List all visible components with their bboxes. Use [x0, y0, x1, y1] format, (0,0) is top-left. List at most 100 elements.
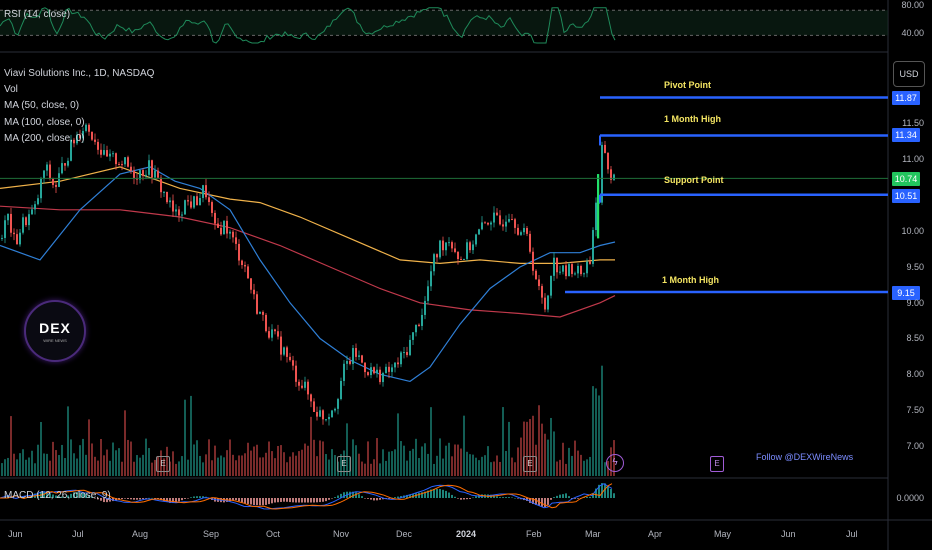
macd-histogram-bar	[67, 495, 69, 498]
volume-bar	[151, 462, 153, 476]
volume-bar	[268, 441, 270, 476]
macd-histogram-bar	[382, 498, 384, 500]
candle	[184, 200, 186, 215]
macd-histogram-bar	[247, 498, 249, 504]
volume-bar	[586, 459, 588, 476]
volume-bar	[325, 454, 327, 476]
macd-histogram-bar	[469, 498, 471, 499]
volume-bar	[79, 445, 81, 476]
candle	[364, 362, 366, 373]
macd-histogram-bar	[265, 498, 267, 505]
macd-histogram-bar	[241, 498, 243, 503]
vol-label: Vol	[4, 84, 18, 95]
candle	[34, 204, 36, 210]
macd-histogram-bar	[268, 498, 270, 505]
candle	[295, 365, 297, 382]
macd-histogram-bar	[298, 498, 300, 503]
candle	[586, 261, 588, 274]
volume-bar	[16, 459, 18, 476]
candle	[484, 222, 486, 224]
candle	[379, 369, 381, 383]
volume-bar	[271, 451, 273, 476]
candle	[343, 363, 345, 381]
macd-histogram-bar	[121, 498, 123, 500]
candle	[358, 355, 360, 357]
volume-bar	[328, 459, 330, 476]
x-tick-jul-2024: Jul	[846, 529, 858, 539]
volume-bar	[196, 440, 198, 476]
rsi-pane	[0, 7, 888, 44]
ma200-line	[0, 205, 616, 318]
macd-histogram-bar	[517, 498, 519, 499]
rsi-title: RSI (14, close)	[4, 9, 71, 20]
candle	[508, 219, 510, 222]
candle	[160, 177, 162, 193]
volume-bars	[1, 365, 615, 476]
macd-histogram-bar	[589, 496, 591, 498]
volume-bar	[292, 452, 294, 476]
macd-histogram-bar	[343, 492, 345, 498]
macd-histogram-bar	[262, 498, 264, 506]
macd-histogram-bar	[400, 496, 402, 498]
volume-bar	[442, 458, 444, 476]
lightning-icon[interactable]: ϟ	[606, 454, 624, 472]
candle	[13, 232, 15, 235]
candle	[376, 369, 378, 374]
candle	[316, 411, 318, 417]
volume-bar	[193, 444, 195, 476]
macd-histogram-bar	[337, 495, 339, 498]
annotation-1-month-high-lower: 1 Month High	[662, 275, 719, 285]
macd-histogram-bar	[181, 498, 183, 501]
volume-bar	[133, 461, 135, 476]
candle	[583, 273, 585, 275]
candle	[40, 178, 42, 199]
macd-histogram-bar	[532, 498, 534, 505]
volume-bar	[364, 463, 366, 476]
candle	[190, 201, 192, 208]
volume-bar	[355, 445, 357, 476]
currency-button[interactable]: USD	[893, 61, 925, 87]
earnings-icon[interactable]: E	[710, 456, 724, 472]
candle	[166, 191, 168, 203]
macd-histogram-bar	[613, 493, 615, 498]
candle	[181, 214, 183, 216]
macd-histogram-bar	[292, 498, 294, 503]
volume-bar	[220, 455, 222, 476]
volume-bar	[283, 452, 285, 476]
volume-bar	[145, 438, 147, 476]
price-tag-pivot: 11.87	[892, 91, 920, 105]
volume-bar	[28, 457, 30, 476]
candle	[88, 124, 90, 132]
volume-bar	[157, 455, 159, 476]
macd-histogram-bar	[547, 498, 549, 505]
earnings-icon[interactable]: E	[337, 456, 351, 472]
macd-histogram-bar	[472, 497, 474, 499]
macd-histogram-bar	[574, 498, 576, 499]
earnings-icon[interactable]: E	[523, 456, 537, 472]
volume-bar	[358, 453, 360, 476]
volume-bar	[352, 439, 354, 476]
volume-bar	[64, 458, 66, 476]
macd-histogram-bar	[31, 495, 33, 498]
volume-bar	[13, 453, 15, 476]
volume-bar	[226, 450, 228, 476]
macd-histogram-bar	[511, 497, 513, 498]
volume-bar	[190, 395, 192, 476]
volume-bar	[286, 462, 288, 476]
volume-bar	[67, 406, 69, 476]
volume-bar	[454, 444, 456, 476]
volume-bar	[262, 457, 264, 476]
candle	[256, 294, 258, 314]
volume-bar	[373, 459, 375, 476]
macd-histogram-bar	[508, 497, 510, 498]
earnings-icon[interactable]: E	[156, 456, 170, 472]
candle-gap-up	[597, 174, 600, 239]
volume-bar	[532, 415, 534, 476]
volume-bar	[589, 456, 591, 476]
volume-bar	[469, 454, 471, 476]
x-tick-sep: Sep	[203, 529, 220, 539]
candle	[370, 367, 372, 376]
candle	[244, 265, 246, 267]
